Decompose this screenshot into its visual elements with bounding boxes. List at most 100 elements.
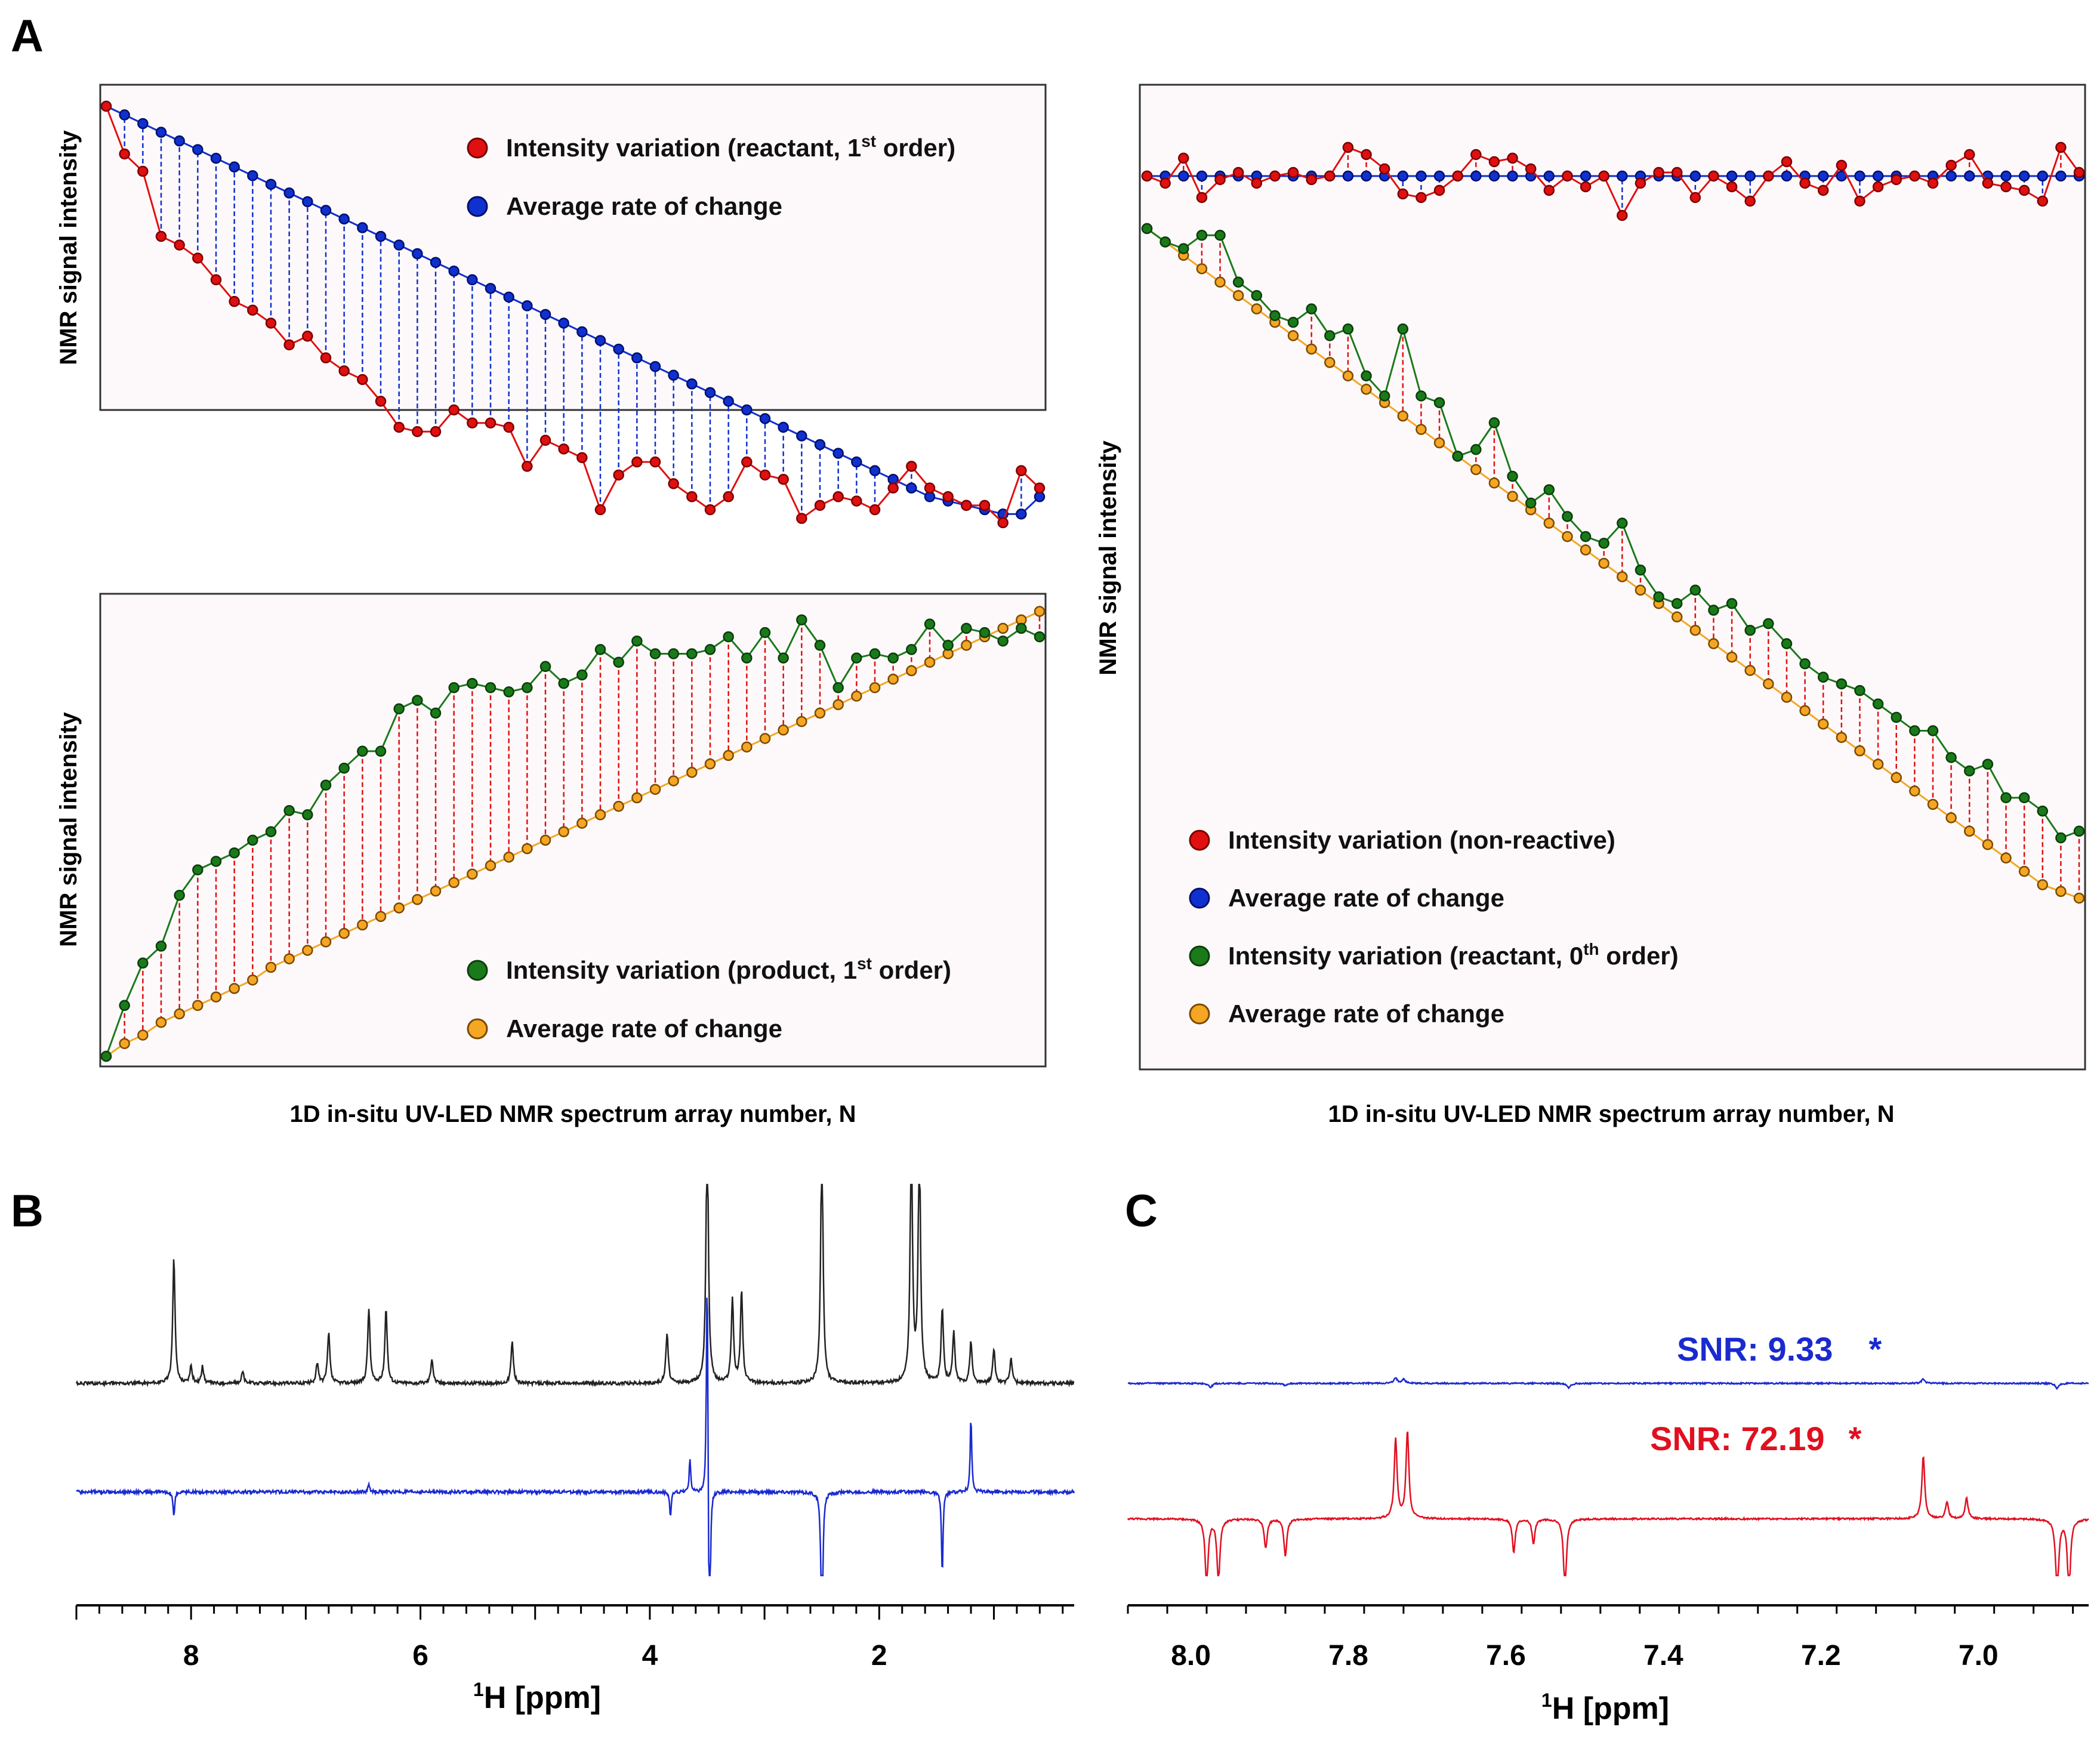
data-point [887,673,899,685]
data-point [778,724,789,736]
data-point [1763,678,1774,690]
data-point [100,1050,112,1062]
data-point [1342,370,1354,382]
data-point [2073,825,2085,837]
legend-label-tail: order) [876,134,955,162]
data-point [448,404,460,416]
data-point [1653,591,1664,603]
data-point [668,775,679,787]
data-point [851,456,862,468]
data-point [613,343,624,355]
data-point [1251,177,1263,189]
data-point [1324,357,1336,368]
data-point [924,618,936,630]
data-point [1196,170,1208,182]
tick-label: 7.2 [1801,1640,1841,1672]
data-point [1034,606,1046,617]
data-point [832,699,844,710]
data-point [796,614,807,625]
data-point [1543,517,1555,529]
legend-label-main: Average rate of change [1228,1000,1504,1028]
data-point [1034,482,1046,494]
data-point [1726,651,1738,663]
data-point [210,274,222,286]
data-point [229,295,240,307]
data-point [997,635,1009,647]
data-point [1891,174,1902,186]
data-point [1708,605,1719,616]
data-point [942,640,954,651]
data-point [192,252,203,264]
data-point [448,682,460,693]
data-point [338,213,350,225]
data-point [1708,638,1719,649]
data-point [1488,156,1500,168]
data-point [558,443,569,455]
data-point [265,826,277,837]
data-point [1799,705,1811,717]
chart-a-top-left [100,100,1046,529]
data-point [485,682,497,693]
data-point [1836,678,1848,690]
data-point [503,686,514,698]
data-point [522,461,533,472]
data-point [1034,631,1046,643]
data-point [320,779,332,791]
data-point [832,682,844,693]
data-point [247,974,258,986]
data-point [2037,879,2048,890]
data-point [1872,698,1884,710]
data-point [1543,170,1555,182]
tick-label: 7.0 [1959,1640,1999,1672]
legend-label-main: Intensity variation (reactant, 0 [1228,942,1583,970]
data-point [338,927,350,939]
data-point [320,205,332,216]
data-point [668,478,679,489]
data-point [1689,170,1701,182]
data-point [649,784,661,795]
data-point [668,648,679,659]
data-point [869,682,881,693]
data-point [1891,711,1902,723]
data-point [759,413,771,424]
legend-label: Intensity variation (non-reactive) [1228,826,1615,854]
data-point [2000,170,2012,182]
data-point [265,961,277,973]
legend-marker [467,137,488,159]
data-point [137,118,149,130]
plot-frame-right [1139,84,2086,1071]
data-point [1781,156,1793,168]
data-point [1488,477,1500,489]
data-point [1891,772,1902,784]
legend-label-sup: th [1583,940,1599,958]
data-point [210,856,222,867]
data-point [704,504,716,516]
data-point [796,430,807,442]
data-point [1433,437,1445,449]
data-point [412,695,423,706]
data-point [247,304,258,316]
data-point [997,622,1009,634]
data-point [1141,223,1153,235]
plot-frame-bottom-left [99,593,1047,1068]
data-point [1379,390,1390,402]
data-point [1635,177,1646,189]
data-point [1781,692,1793,703]
data-point [375,396,387,407]
snr-blue-text: SNR: 9.33 [1677,1330,1833,1368]
data-point [1909,785,1920,797]
xlabel-b-text: H [ppm] [484,1681,601,1715]
data-point [1617,517,1628,529]
data-point [558,317,569,329]
data-point [2000,852,2012,864]
data-point [467,417,478,428]
data-point [594,335,606,346]
data-point [631,792,643,804]
data-point [851,495,862,507]
data-point [1287,316,1299,328]
data-point [412,426,423,437]
series-line [1146,145,2080,218]
data-point [906,461,917,472]
data-point [631,456,643,468]
series-line [1146,227,2080,839]
